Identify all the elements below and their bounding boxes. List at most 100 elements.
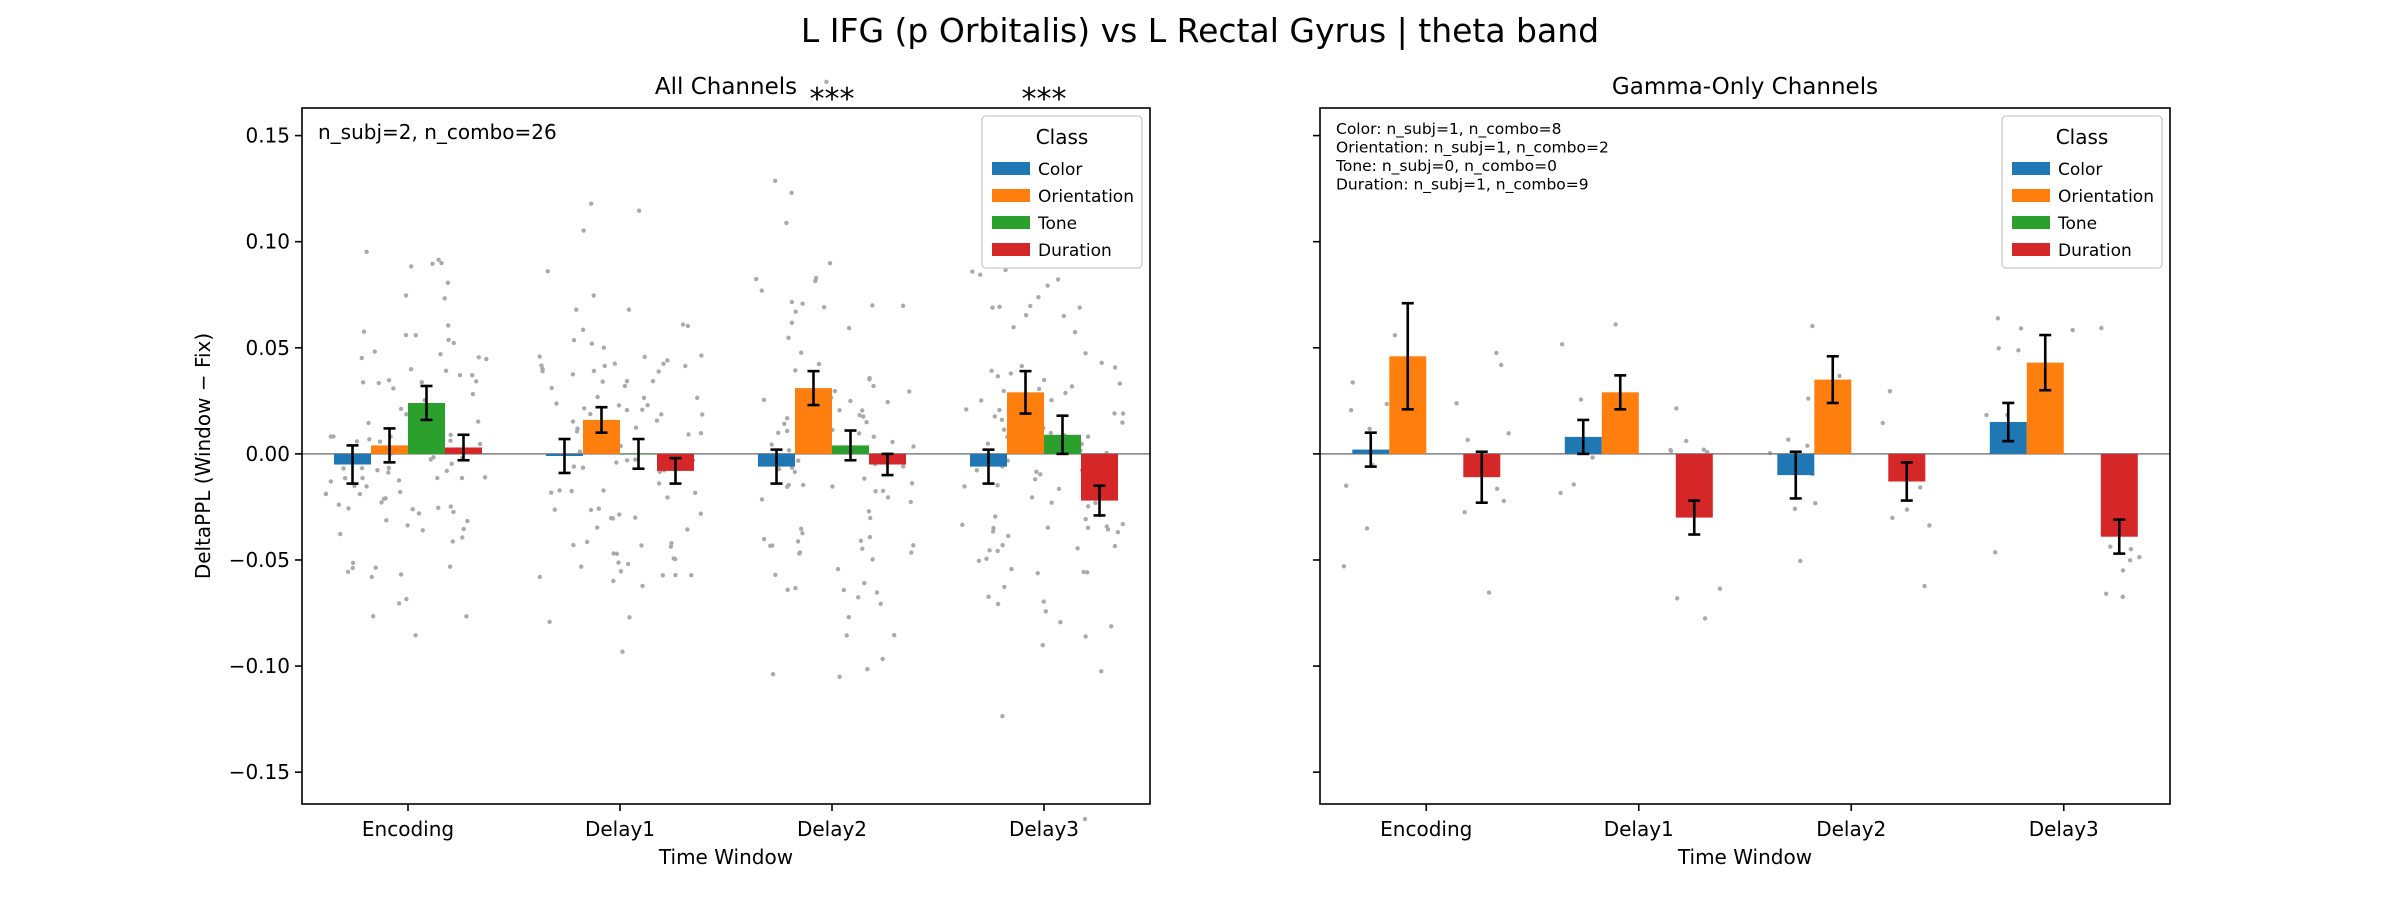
data-point: [383, 496, 388, 501]
data-point: [636, 208, 642, 213]
data-point: [673, 556, 678, 562]
data-point: [413, 333, 418, 338]
data-point: [1675, 596, 1680, 601]
data-point: [1086, 504, 1091, 509]
data-point: [1904, 507, 1910, 512]
data-point: [995, 601, 1001, 607]
data-point: [616, 560, 621, 565]
data-point: [773, 572, 778, 577]
data-point: [413, 633, 418, 638]
data-point: [785, 587, 790, 592]
data-point: [1001, 427, 1007, 432]
data-point: [1465, 437, 1470, 443]
data-point: [858, 538, 864, 543]
data-point: [1810, 323, 1815, 329]
data-point: [448, 438, 453, 443]
data-point: [1083, 634, 1088, 639]
data-point: [1000, 714, 1005, 719]
data-point: [1798, 558, 1803, 564]
data-point: [2099, 325, 2104, 331]
data-point: [386, 470, 391, 475]
data-point: [656, 481, 662, 486]
data-point: [964, 407, 969, 412]
data-point: [391, 386, 396, 391]
data-point: [841, 587, 846, 593]
data-point: [1023, 313, 1029, 318]
data-point: [1996, 346, 2001, 351]
data-point: [360, 380, 366, 385]
data-point: [430, 261, 435, 266]
legend-swatch-duration: [992, 243, 1030, 256]
annotation-text: Orientation: n_subj=1, n_combo=2: [1336, 139, 1609, 158]
data-point: [574, 307, 579, 312]
data-point: [1115, 530, 1121, 535]
legend-swatch-duration: [2012, 243, 2050, 256]
data-point: [785, 416, 790, 421]
data-point: [364, 484, 369, 489]
data-point: [1009, 566, 1014, 572]
data-point: [416, 511, 422, 516]
data-point: [447, 564, 453, 569]
data-point: [870, 303, 875, 308]
data-point: [800, 301, 805, 306]
data-point: [345, 569, 351, 574]
data-point: [689, 573, 694, 578]
data-point: [2128, 547, 2134, 552]
legend-swatch-orientation: [992, 189, 1030, 202]
data-point: [386, 378, 392, 383]
data-point: [642, 354, 647, 360]
data-point: [624, 407, 630, 413]
data-point: [680, 322, 686, 327]
data-point: [448, 504, 453, 509]
data-point: [668, 544, 674, 549]
data-point: [1082, 816, 1088, 822]
data-point: [862, 580, 867, 586]
data-point: [866, 509, 872, 514]
data-point: [1786, 437, 1791, 442]
panel-title: All Channels: [655, 74, 797, 100]
data-point: [1048, 430, 1054, 436]
data-point: [793, 585, 798, 591]
data-point: [408, 367, 414, 372]
data-point: [990, 529, 996, 534]
data-point: [451, 509, 456, 515]
data-point: [1056, 486, 1062, 492]
data-point: [448, 432, 453, 438]
data-point: [620, 649, 625, 654]
data-point: [552, 507, 557, 512]
x-tick-label: Delay1: [1604, 817, 1674, 841]
data-point: [1099, 669, 1104, 674]
data-point: [793, 368, 798, 373]
data-point: [683, 363, 688, 369]
data-point: [618, 569, 624, 574]
data-point: [1093, 500, 1098, 506]
data-point: [835, 566, 841, 572]
data-point: [911, 444, 916, 449]
data-point: [870, 557, 875, 562]
x-tick-label: Delay2: [1816, 817, 1886, 841]
data-point: [633, 425, 639, 430]
data-point: [1922, 583, 1927, 589]
data-point: [770, 672, 776, 677]
data-point: [1003, 267, 1008, 273]
data-point: [2120, 594, 2125, 599]
data-point: [438, 352, 443, 357]
data-point: [789, 190, 794, 195]
data-point: [991, 525, 996, 531]
data-point: [612, 361, 617, 366]
data-point: [993, 514, 998, 519]
panel-gamma-only-channels: Encoding Delay1 Delay2 Delay3 Gamma-Only Cha…: [1313, 74, 2171, 869]
legend-label-orientation: Orientation: [1038, 187, 1134, 207]
data-point: [614, 551, 619, 556]
data-point: [1055, 277, 1061, 282]
data-point: [785, 428, 790, 434]
data-point: [2016, 348, 2021, 353]
data-point: [338, 531, 343, 537]
data-point: [1036, 386, 1042, 392]
data-point: [871, 434, 876, 439]
data-point: [539, 363, 544, 368]
data-point: [377, 439, 383, 444]
data-point: [582, 406, 587, 411]
data-point: [589, 341, 595, 346]
data-point: [442, 296, 447, 301]
